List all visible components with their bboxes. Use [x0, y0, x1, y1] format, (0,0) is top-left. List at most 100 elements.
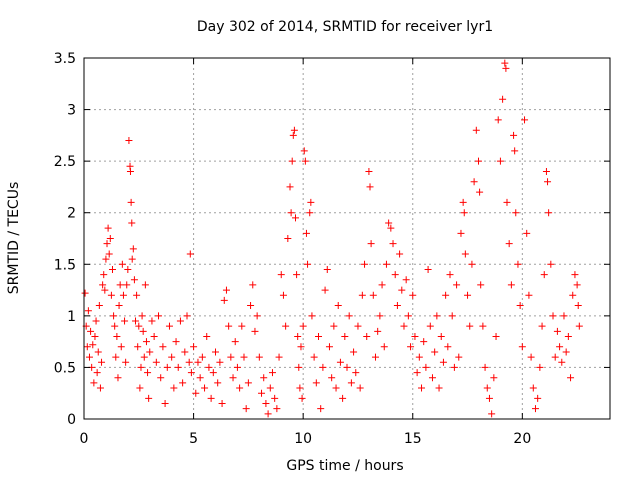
data-point [389, 240, 397, 248]
data-point [354, 322, 362, 330]
data-point [435, 384, 443, 392]
data-point [457, 229, 465, 237]
data-point [150, 332, 158, 340]
data-point [113, 332, 121, 340]
data-point [527, 353, 535, 361]
data-point [196, 374, 204, 382]
data-point [161, 400, 169, 408]
data-point [130, 276, 138, 284]
data-point [499, 95, 507, 103]
data-point [547, 260, 555, 268]
data-point [301, 157, 309, 165]
data-point [385, 219, 393, 227]
data-point [361, 260, 369, 268]
data-point [496, 157, 504, 165]
y-tick-label: 0 [67, 412, 76, 428]
data-point [225, 322, 233, 330]
data-point [90, 379, 98, 387]
data-point [433, 312, 441, 320]
data-point [562, 348, 570, 356]
data-point [455, 353, 463, 361]
data-point [268, 369, 276, 377]
data-point [145, 394, 153, 402]
data-point [282, 322, 290, 330]
data-point [124, 265, 132, 273]
data-point [479, 322, 487, 330]
data-point [133, 291, 141, 299]
data-point [341, 332, 349, 340]
data-points [81, 59, 583, 418]
data-point [367, 240, 375, 248]
data-point [108, 265, 116, 273]
data-point [317, 405, 325, 413]
y-tick-label: 3.5 [54, 51, 76, 67]
data-point [260, 374, 268, 382]
data-point [142, 338, 150, 346]
data-point [376, 312, 384, 320]
data-point [571, 271, 579, 279]
data-point [426, 322, 434, 330]
data-point [418, 384, 426, 392]
x-tick-label: 0 [80, 431, 89, 447]
data-point [249, 281, 257, 289]
data-point [214, 379, 222, 387]
data-point [437, 332, 445, 340]
data-point [298, 394, 306, 402]
data-point [222, 286, 230, 294]
data-point [442, 291, 450, 299]
data-point [573, 281, 581, 289]
data-point [275, 353, 283, 361]
data-point [126, 167, 134, 175]
data-point [315, 332, 323, 340]
data-point [289, 131, 297, 139]
data-point [203, 332, 211, 340]
data-point [558, 358, 566, 366]
data-point [273, 405, 281, 413]
data-point [306, 209, 314, 217]
data-point [371, 353, 379, 361]
y-tick-label: 1 [67, 309, 76, 325]
data-point [216, 358, 224, 366]
data-point [174, 363, 182, 371]
data-point [332, 384, 340, 392]
data-point [307, 198, 315, 206]
data-point [93, 369, 101, 377]
data-point [190, 343, 198, 351]
data-point [336, 358, 344, 366]
data-point [266, 384, 274, 392]
data-point [139, 327, 147, 335]
data-point [510, 131, 518, 139]
data-point [516, 302, 524, 310]
data-point [470, 178, 478, 186]
data-point [321, 286, 329, 294]
x-axis-label: GPS time / hours [286, 458, 403, 474]
data-point [505, 240, 513, 248]
data-point [168, 353, 176, 361]
data-point [296, 384, 304, 392]
x-tick-label: 20 [513, 431, 531, 447]
data-point [540, 271, 548, 279]
data-point [148, 317, 156, 325]
data-point [477, 281, 485, 289]
data-point [564, 332, 572, 340]
data-point [183, 312, 191, 320]
data-point [560, 312, 568, 320]
data-point [277, 271, 285, 279]
data-point [181, 348, 189, 356]
data-point [132, 317, 140, 325]
data-point [134, 343, 142, 351]
data-point [444, 343, 452, 351]
data-point [112, 353, 120, 361]
data-point [140, 353, 148, 361]
x-tick-label: 10 [294, 431, 312, 447]
data-point [165, 322, 173, 330]
x-tick-label: 5 [189, 431, 198, 447]
data-point [334, 302, 342, 310]
data-point [294, 332, 302, 340]
data-point [365, 167, 373, 175]
data-point [378, 281, 386, 289]
data-point [312, 379, 320, 387]
data-point [374, 327, 382, 335]
data-point [544, 178, 552, 186]
